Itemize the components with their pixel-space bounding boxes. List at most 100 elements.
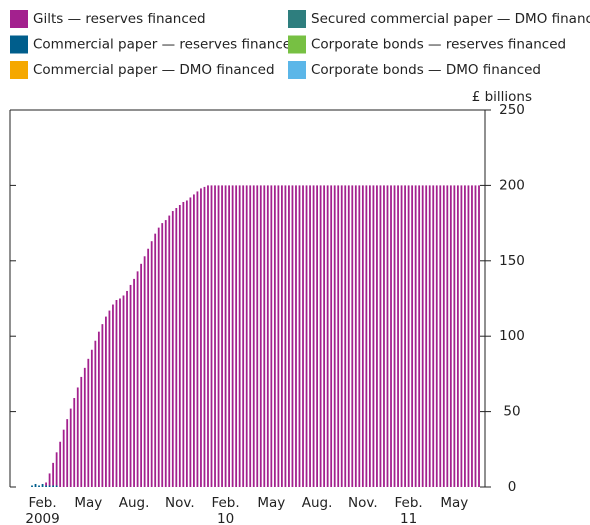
bar-segment [407, 185, 410, 487]
legend-swatch [10, 35, 28, 54]
bar-segment [136, 271, 139, 487]
bar-segment [319, 185, 322, 487]
bar-segment [129, 284, 132, 487]
bar-segment [323, 185, 326, 487]
legend-label: Commercial paper — DMO financed [33, 62, 275, 78]
x-tick-label: Aug. [302, 495, 333, 511]
bar-segment [280, 185, 283, 487]
bar-segment [161, 223, 164, 487]
bar-segment [119, 298, 121, 487]
bar-segment [76, 387, 79, 487]
bar-segment [140, 263, 143, 487]
bar-segment [66, 419, 69, 487]
bar-segment [41, 483, 44, 487]
bar-segment [351, 185, 354, 487]
x-year-label: 2009 [25, 511, 59, 525]
legend-label: Commercial paper — reserves financed [33, 37, 300, 53]
bar-segment [478, 185, 480, 487]
bar-segment [376, 185, 378, 487]
bar-segment [393, 185, 396, 487]
bar-segment [122, 295, 125, 487]
bar-segment [474, 185, 477, 487]
bar-segment [354, 185, 357, 487]
bar-segment [214, 185, 216, 487]
bar-segment [291, 185, 294, 487]
bar-segment [171, 211, 174, 487]
bar-segment [298, 185, 301, 487]
x-tick-label: May [74, 495, 102, 511]
bar-segment [157, 227, 160, 487]
bar-segment [45, 482, 47, 486]
bar-segment [62, 429, 65, 487]
bar-segment [94, 340, 97, 487]
legend-swatch [288, 35, 306, 54]
bar-segment [52, 485, 55, 487]
bar-segment [295, 185, 297, 487]
bar-segment [115, 300, 118, 487]
bar-segment [330, 185, 333, 487]
x-tick-label: May [257, 495, 285, 511]
bar-segment [460, 185, 463, 487]
bar-segment [59, 441, 62, 487]
bar-segment [168, 215, 171, 487]
bar-segment [34, 483, 37, 487]
bar-segment [414, 185, 417, 487]
bar-segment [435, 185, 438, 487]
y-tick-label: 200 [499, 177, 525, 193]
y-tick-label: 50 [503, 404, 520, 420]
x-year-label: 10 [217, 511, 234, 525]
bar-segment [270, 185, 273, 487]
bar-segment [164, 220, 167, 488]
legend-swatch [288, 61, 306, 79]
bar-segment [217, 185, 220, 487]
bar-segment [305, 185, 308, 487]
bar-segment [288, 185, 290, 487]
bar-segment [397, 185, 399, 487]
bar-segment [326, 185, 329, 487]
bar-segment [207, 185, 209, 487]
bar-segment [238, 185, 241, 487]
x-tick-label: Nov. [348, 495, 378, 511]
bar-segment [52, 462, 55, 486]
legend-label: Corporate bonds — DMO financed [311, 62, 541, 78]
bar-segment [189, 197, 192, 488]
bar-segment [193, 194, 195, 487]
bar-segment [446, 185, 449, 487]
bar-segment [108, 310, 111, 487]
bar-segment [453, 185, 456, 487]
bar-segment [221, 185, 223, 487]
y-tick-label: 0 [508, 479, 517, 495]
bar-segment [404, 185, 406, 487]
bar-segment [55, 485, 58, 487]
bar-segment [425, 185, 428, 487]
legend-label: Secured commercial paper — DMO financed [311, 11, 590, 27]
x-year-label: 11 [400, 511, 417, 525]
bar-segment [421, 185, 424, 487]
legend-swatch [10, 61, 28, 79]
bar-segment [467, 185, 470, 487]
bar-segment [245, 185, 248, 487]
bar-segment [31, 485, 33, 487]
bar-segment [126, 290, 128, 487]
bar-segment [38, 485, 40, 487]
bar-segment [133, 278, 135, 487]
bar-segment [97, 331, 100, 487]
y-axis-label: £ billions [472, 89, 532, 105]
bar-segment [178, 205, 181, 487]
bar-segment [249, 185, 252, 487]
x-tick-label: Nov. [165, 495, 195, 511]
bar-segment [235, 185, 238, 487]
bar-segment [112, 304, 114, 487]
x-tick-label: Feb. [28, 495, 56, 511]
bar-segment [340, 185, 343, 487]
bar-segment [101, 324, 104, 487]
legend-label: Gilts — reserves financed [33, 11, 206, 27]
bar-segment [358, 185, 361, 487]
bar-segment [273, 185, 276, 487]
bar-segment [48, 473, 51, 486]
bar-segment [372, 185, 375, 487]
x-tick-label: May [440, 495, 468, 511]
bar-segment [256, 185, 259, 487]
bar-segment [87, 358, 90, 487]
bar-segment [48, 485, 51, 487]
